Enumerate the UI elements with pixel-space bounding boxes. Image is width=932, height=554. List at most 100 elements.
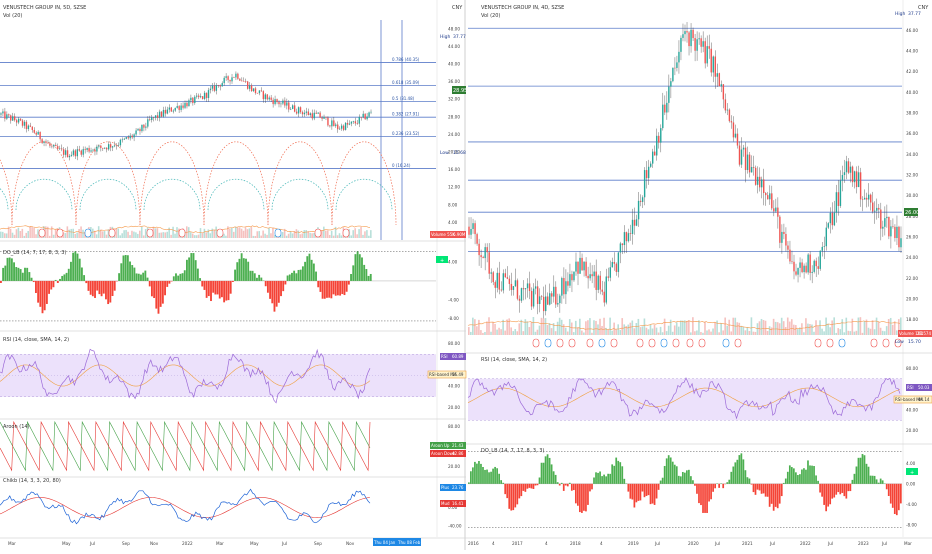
right-candle xyxy=(864,198,865,200)
right-candle xyxy=(737,134,738,146)
right-time-axis-label: 2017 xyxy=(512,541,523,546)
right-candle xyxy=(711,49,712,73)
left-do-bar xyxy=(344,281,346,295)
left-volume-bar xyxy=(249,228,251,238)
left-candle xyxy=(149,119,150,120)
left-candle xyxy=(57,146,58,149)
right-volume-bar xyxy=(809,324,811,335)
right-volume-bar xyxy=(658,333,660,335)
right-event-marker xyxy=(815,339,821,347)
right-candle xyxy=(781,232,782,243)
right-candle xyxy=(872,203,873,212)
left-candle xyxy=(355,121,356,123)
left-do-bar xyxy=(363,265,365,281)
left-candle xyxy=(153,117,154,118)
right-candle xyxy=(779,217,780,243)
left-time-axis-label: Sep xyxy=(122,541,130,546)
right-volume-bar xyxy=(636,323,638,335)
left-fib-label: 0.786 (40.35) xyxy=(392,57,420,62)
left-volume-bar xyxy=(82,230,84,238)
left-volume-bar xyxy=(49,236,51,238)
left-candle xyxy=(317,113,318,114)
right-event-marker xyxy=(723,339,729,347)
right-do-bar xyxy=(474,462,476,484)
right-candle xyxy=(807,255,808,273)
left-candle xyxy=(51,146,52,147)
right-volume-bar xyxy=(468,327,470,335)
right-volume-bar xyxy=(751,317,753,335)
right-volume-bar xyxy=(545,318,547,335)
right-do-bar xyxy=(623,479,625,484)
right-time-axis-label: 4 xyxy=(600,541,603,546)
left-do-bar xyxy=(24,268,26,281)
right-volume-bar xyxy=(882,331,884,335)
right-do-bar xyxy=(470,471,472,484)
right-do-bar xyxy=(589,484,591,492)
left-aroon-up-label: Aroon Up xyxy=(431,443,450,448)
left-candle xyxy=(310,113,311,115)
right-candle xyxy=(745,148,746,170)
right-volume-bar xyxy=(874,329,876,335)
right-do-bar xyxy=(811,466,813,484)
right-volume-bar xyxy=(472,318,474,335)
left-candle xyxy=(327,118,328,126)
right-candle xyxy=(652,152,653,164)
left-chikb-minus-label: Mud xyxy=(441,501,450,506)
left-volume-bar xyxy=(225,236,227,238)
left-candle xyxy=(169,108,170,110)
right-volume-bar xyxy=(825,318,827,335)
right-do-bar xyxy=(563,484,565,491)
left-candle xyxy=(343,126,344,130)
left-event-marker xyxy=(85,229,91,237)
left-do-bar xyxy=(280,281,282,296)
right-do-bar xyxy=(835,484,837,495)
left-volume-bar xyxy=(106,235,108,238)
right-do-bar xyxy=(765,484,767,497)
left-candle xyxy=(6,114,7,118)
right-candle xyxy=(650,164,651,167)
right-do-bar xyxy=(850,484,852,491)
right-candle xyxy=(539,296,540,304)
right-candle xyxy=(694,38,695,51)
right-do-bar xyxy=(694,484,696,486)
right-candle xyxy=(608,276,609,277)
right-do-bar xyxy=(520,484,522,496)
left-volume-bar xyxy=(20,231,22,238)
right-volume-bar xyxy=(757,323,759,335)
right-candle xyxy=(700,38,701,46)
right-candle xyxy=(589,274,590,278)
right-volume-bar xyxy=(837,328,839,335)
left-candle xyxy=(321,118,322,119)
right-do-bar xyxy=(541,463,543,484)
left-candle xyxy=(120,140,121,145)
right-volume-bar xyxy=(876,318,878,335)
left-do-bar xyxy=(284,281,286,285)
right-do-bar xyxy=(755,484,757,495)
right-candle xyxy=(547,296,548,304)
left-do-bar xyxy=(204,281,206,290)
left-volume-bar xyxy=(188,227,190,238)
right-do-bar xyxy=(823,484,825,505)
right-candle xyxy=(604,292,605,303)
left-do-bar xyxy=(346,281,348,292)
right-do-bar xyxy=(650,484,652,504)
right-candle xyxy=(725,99,726,110)
left-do-bar xyxy=(77,254,79,281)
right-volume-bar xyxy=(559,318,561,335)
left-do-bar xyxy=(120,263,122,281)
right-candle xyxy=(846,161,847,172)
right-candle xyxy=(844,172,845,175)
right-volume-bar xyxy=(730,331,732,335)
left-candle xyxy=(63,149,64,155)
right-candle xyxy=(898,227,899,247)
right-do-bar xyxy=(593,477,595,483)
right-volume-bar xyxy=(761,319,763,335)
right-volume-bar xyxy=(850,331,852,335)
right-volume-bar xyxy=(565,328,567,335)
right-do-bar xyxy=(611,464,613,483)
right-do-bar xyxy=(854,474,856,484)
right-candle xyxy=(571,274,572,280)
right-do-bar xyxy=(769,484,771,507)
right-do-bar xyxy=(654,484,656,505)
